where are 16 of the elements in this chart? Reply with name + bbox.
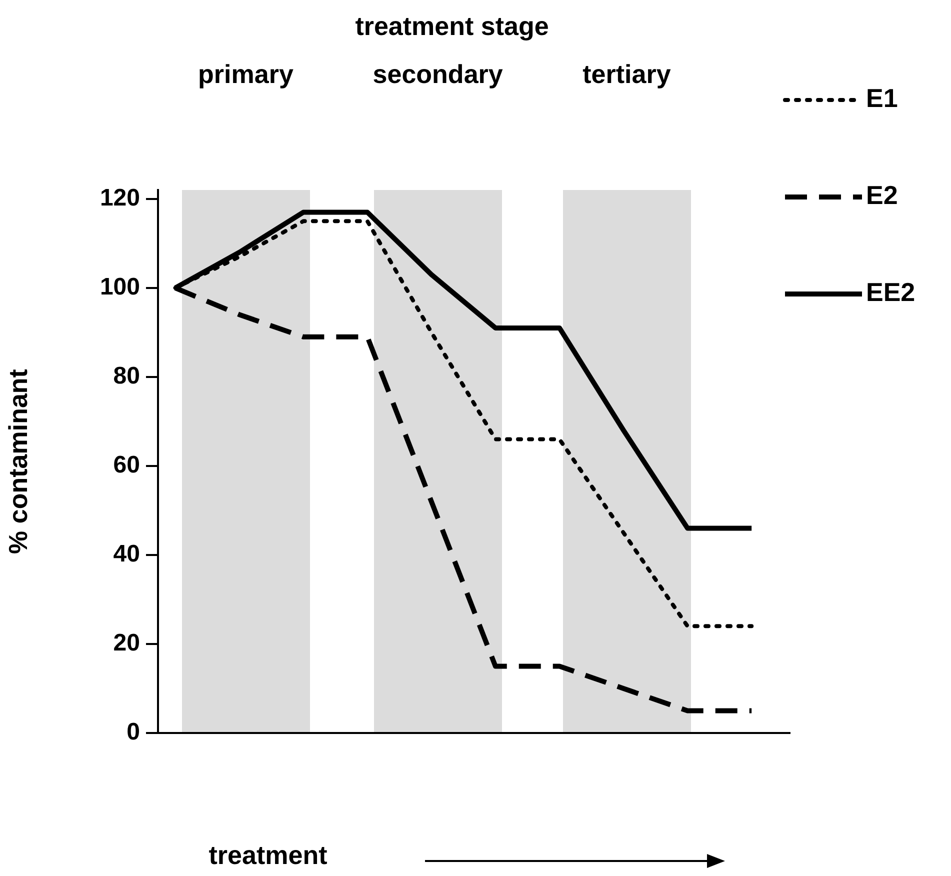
y-tick-label: 0: [126, 718, 140, 746]
y-axis-title: % contaminant: [2, 368, 33, 554]
y-tick-label: 100: [100, 274, 140, 301]
text: tertiary: [582, 59, 672, 90]
legend-label: EE2: [866, 277, 916, 308]
legend-label: E2: [866, 180, 898, 210]
y-tick-label: 60: [113, 452, 140, 479]
y-tick-label: 120: [100, 184, 140, 212]
y-tick-label: 80: [113, 362, 140, 390]
y-tick-label: 40: [113, 540, 140, 568]
text: primary: [198, 59, 294, 90]
chart-title: treatment stage: [355, 11, 549, 42]
legend-label: E1: [866, 83, 898, 114]
text: secondary: [372, 59, 504, 90]
y-tick-label: 20: [113, 630, 140, 657]
x-axis-title: treatment: [208, 840, 328, 870]
